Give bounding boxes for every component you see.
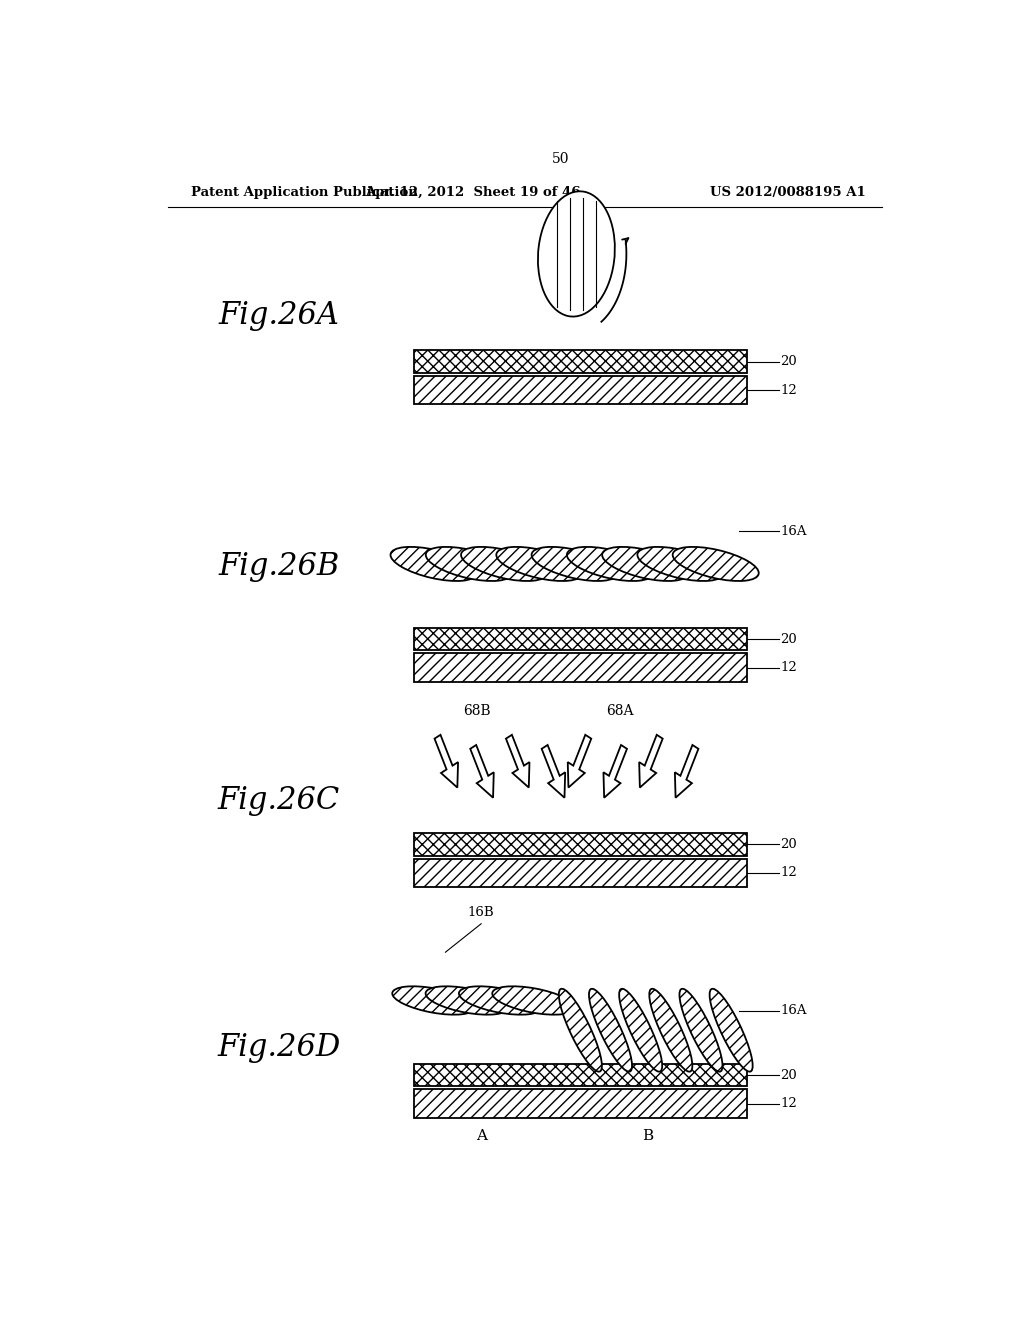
FancyArrow shape: [639, 735, 663, 788]
Text: US 2012/0088195 A1: US 2012/0088195 A1: [711, 186, 866, 199]
FancyArrow shape: [470, 744, 494, 797]
Text: 16A: 16A: [780, 1005, 807, 1018]
FancyArrow shape: [603, 744, 627, 797]
Ellipse shape: [567, 546, 653, 581]
Ellipse shape: [538, 191, 614, 317]
Text: Fig.26B: Fig.26B: [218, 552, 339, 582]
FancyArrow shape: [675, 744, 698, 797]
Ellipse shape: [459, 986, 542, 1015]
FancyArrow shape: [542, 744, 565, 797]
Ellipse shape: [620, 989, 663, 1072]
Ellipse shape: [589, 989, 632, 1072]
Ellipse shape: [493, 986, 574, 1015]
Text: Patent Application Publication: Patent Application Publication: [191, 186, 418, 199]
Text: 12: 12: [780, 1097, 797, 1110]
Ellipse shape: [461, 546, 547, 581]
Text: 12: 12: [780, 661, 797, 675]
Text: 12: 12: [780, 866, 797, 879]
Text: Apr. 12, 2012  Sheet 19 of 46: Apr. 12, 2012 Sheet 19 of 46: [366, 186, 581, 199]
Ellipse shape: [559, 989, 602, 1072]
Bar: [414, 859, 748, 887]
Text: 20: 20: [780, 838, 797, 851]
Text: 20: 20: [780, 632, 797, 645]
FancyArrow shape: [434, 735, 458, 788]
Text: A: A: [476, 1129, 486, 1143]
Bar: [414, 351, 748, 372]
Bar: [414, 833, 748, 855]
Text: 20: 20: [780, 1069, 797, 1081]
Text: Fig.26A: Fig.26A: [218, 301, 339, 331]
Text: 20: 20: [780, 355, 797, 368]
Ellipse shape: [680, 989, 723, 1072]
Ellipse shape: [602, 546, 688, 581]
Text: 68A: 68A: [606, 705, 634, 718]
Text: 50: 50: [552, 152, 569, 165]
Ellipse shape: [710, 989, 753, 1072]
Bar: [414, 653, 748, 682]
Bar: [414, 1064, 748, 1086]
Bar: [414, 628, 748, 651]
Text: Fig.26C: Fig.26C: [218, 785, 340, 816]
Ellipse shape: [637, 546, 724, 581]
Ellipse shape: [673, 546, 759, 581]
Text: 12: 12: [780, 384, 797, 396]
Text: Fig.26D: Fig.26D: [217, 1032, 340, 1063]
FancyArrow shape: [567, 735, 591, 788]
Ellipse shape: [649, 989, 692, 1072]
Bar: [414, 376, 748, 404]
Bar: [414, 1089, 748, 1118]
Ellipse shape: [426, 546, 512, 581]
FancyArrow shape: [506, 735, 529, 788]
Ellipse shape: [497, 546, 583, 581]
Text: 16B: 16B: [468, 906, 495, 919]
Text: B: B: [642, 1129, 653, 1143]
Ellipse shape: [531, 546, 617, 581]
Text: 68B: 68B: [464, 705, 490, 718]
Ellipse shape: [392, 986, 475, 1015]
Text: 16A: 16A: [780, 525, 807, 539]
Ellipse shape: [390, 546, 476, 581]
Ellipse shape: [426, 986, 508, 1015]
